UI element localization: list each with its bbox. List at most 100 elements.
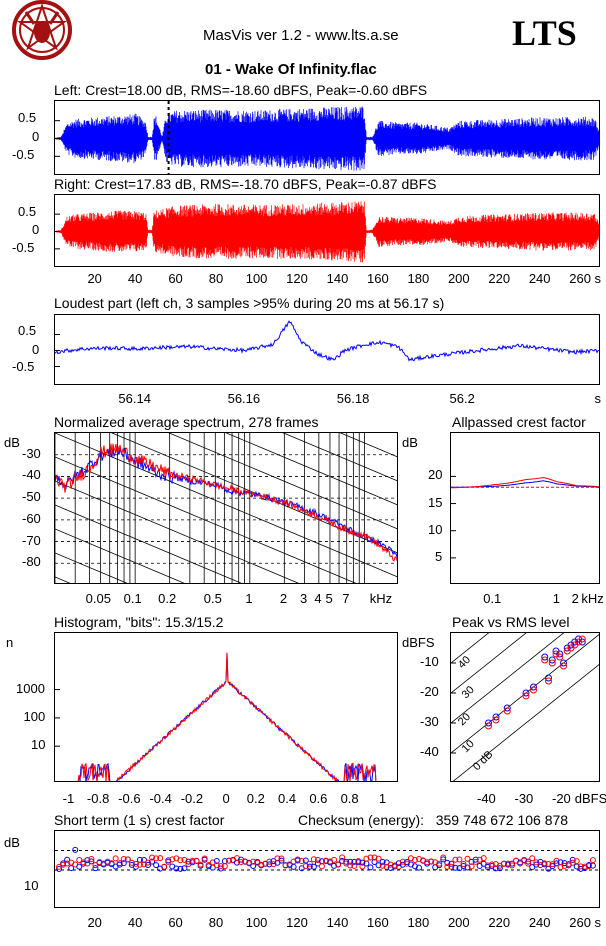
crest-left-point-234 bbox=[525, 858, 532, 865]
brand-mark: LTS bbox=[512, 13, 577, 53]
spec-xtick-8: 5 bbox=[325, 591, 333, 606]
crest-plot bbox=[55, 846, 599, 872]
crest-right-point-74 bbox=[201, 855, 208, 862]
loudest-panel bbox=[54, 314, 600, 385]
wave-xtick-2: 60 bbox=[168, 271, 183, 286]
wave-xtick-5: 120 bbox=[286, 271, 308, 286]
crest-right-point-238 bbox=[533, 859, 540, 866]
prms-left-point-13 bbox=[563, 644, 571, 652]
crest-left-point-16 bbox=[84, 857, 91, 864]
wave-xtick-6: 140 bbox=[326, 271, 349, 286]
crest-right-point-250 bbox=[557, 864, 564, 871]
prms-left-point-9 bbox=[522, 689, 530, 697]
crest-right-point-158 bbox=[371, 854, 378, 861]
crest-right-point-194 bbox=[444, 863, 451, 870]
prms-xtick-2: -20 bbox=[552, 791, 571, 806]
crest-right-point-130 bbox=[314, 857, 321, 864]
crest-left-point-220 bbox=[496, 865, 503, 872]
prms-diag-3 bbox=[451, 634, 599, 754]
spec-xtick-1: 0.1 bbox=[123, 591, 142, 606]
spec-xtick-10: kHz bbox=[369, 591, 393, 606]
crest-left-point-246 bbox=[549, 863, 556, 870]
crest-left-point-172 bbox=[399, 861, 406, 868]
prms-right-point-6 bbox=[560, 662, 567, 670]
crest-left-point-160 bbox=[375, 862, 382, 869]
crest-left-point-128 bbox=[310, 863, 317, 870]
prms-right-point-7 bbox=[545, 677, 552, 685]
crest-left-point-152 bbox=[359, 859, 366, 866]
crest-right-point-62 bbox=[177, 857, 184, 864]
wave-xtick-12: 260 bbox=[569, 271, 591, 286]
spec-diag-15 bbox=[55, 504, 242, 583]
checksum-label: Checksum (energy): 359 748 672 106 878 bbox=[298, 812, 569, 828]
crest-xtick-1: 40 bbox=[127, 915, 143, 930]
right-ytick-2: -0.5 bbox=[12, 240, 35, 255]
crest-right-point-46 bbox=[145, 859, 152, 866]
spectrum-plot bbox=[55, 433, 397, 583]
crest-right-point-70 bbox=[193, 857, 200, 864]
crest-right-point-230 bbox=[517, 860, 524, 867]
crest-left-point-12 bbox=[76, 863, 83, 870]
spec-xtick-0: 0.05 bbox=[85, 591, 111, 606]
crest-left-point-124 bbox=[302, 857, 309, 864]
crest-right-point-236 bbox=[529, 855, 536, 862]
crest-right-point-92 bbox=[238, 859, 245, 866]
crest-right-point-84 bbox=[221, 863, 228, 870]
spec-xtick-7: 4 bbox=[314, 591, 322, 606]
prms-right-point-10 bbox=[503, 707, 511, 715]
crest-left-point-34 bbox=[120, 860, 127, 867]
crest-left-point-148 bbox=[351, 858, 358, 865]
crest-left-point-144 bbox=[343, 858, 350, 865]
allp-ytick-0: 20 bbox=[428, 467, 443, 483]
prms-right-point-8 bbox=[530, 686, 537, 694]
crest-left-point-226 bbox=[509, 860, 516, 867]
spec-xtick-5: 2 bbox=[279, 591, 288, 606]
crest-right-point-48 bbox=[149, 854, 156, 861]
allp-ytick-2: 10 bbox=[428, 521, 443, 537]
crest-left-point-66 bbox=[185, 858, 192, 865]
crest-left-point-62 bbox=[177, 865, 184, 872]
hist-ytick-0: 1000 bbox=[16, 680, 45, 696]
crest-left-point-162 bbox=[379, 858, 386, 865]
crest-right-point-162 bbox=[379, 862, 386, 869]
loudest-plot bbox=[55, 320, 599, 367]
crest-right-point-36 bbox=[124, 856, 131, 863]
crest-left-point-204 bbox=[464, 864, 471, 871]
prms-left-point-10 bbox=[503, 704, 511, 712]
spec-diag-8 bbox=[282, 433, 397, 482]
loud-xtick-2: 56.18 bbox=[336, 391, 370, 406]
crest-panel bbox=[54, 830, 600, 908]
crest-left-point-198 bbox=[452, 864, 459, 871]
prms-right-point-11 bbox=[492, 716, 500, 724]
hist-xtick-7: 0.4 bbox=[278, 791, 297, 806]
prms-diag-0 bbox=[451, 633, 490, 664]
prms-diag-label-4: 0 dB bbox=[471, 749, 495, 773]
crest-right-point-128 bbox=[310, 856, 317, 863]
prms-ytick-3: -40 bbox=[420, 744, 439, 759]
crest-xtick-3: 80 bbox=[208, 915, 224, 930]
right-wave-title: Right: Crest=17.83 dB, RMS=-18.70 dBFS, … bbox=[54, 176, 437, 192]
left-wave-plot bbox=[55, 101, 599, 174]
allpass-ylabel: dB bbox=[402, 435, 418, 450]
hist-xtick-0: -1 bbox=[62, 791, 75, 806]
crest-right-point-72 bbox=[197, 861, 204, 868]
crest-right-point-76 bbox=[205, 862, 212, 869]
crest-right-point-126 bbox=[306, 860, 313, 867]
allpass-panel bbox=[450, 432, 600, 584]
spectrum-ylabel: dB bbox=[4, 435, 20, 450]
crest-right-point-198 bbox=[452, 856, 459, 863]
crest-right-point-204 bbox=[464, 855, 471, 862]
spectrum-panel bbox=[54, 432, 398, 584]
crest-left-point-156 bbox=[367, 864, 374, 871]
spec-ytick-0: -30 bbox=[22, 445, 41, 461]
crest-left-point-80 bbox=[213, 857, 220, 864]
spec-xtick-4: 1 bbox=[245, 591, 253, 606]
crest-right-point-212 bbox=[480, 855, 487, 862]
crest-right-point-148 bbox=[351, 862, 358, 869]
crest-right-point-154 bbox=[363, 855, 370, 862]
peakrms-ylabel: dBFS bbox=[402, 635, 435, 650]
spec-diag-10 bbox=[168, 433, 397, 530]
crest-left-point-50 bbox=[153, 862, 160, 869]
crest-right-point-54 bbox=[161, 863, 168, 870]
crest-right-point-102 bbox=[258, 861, 265, 868]
